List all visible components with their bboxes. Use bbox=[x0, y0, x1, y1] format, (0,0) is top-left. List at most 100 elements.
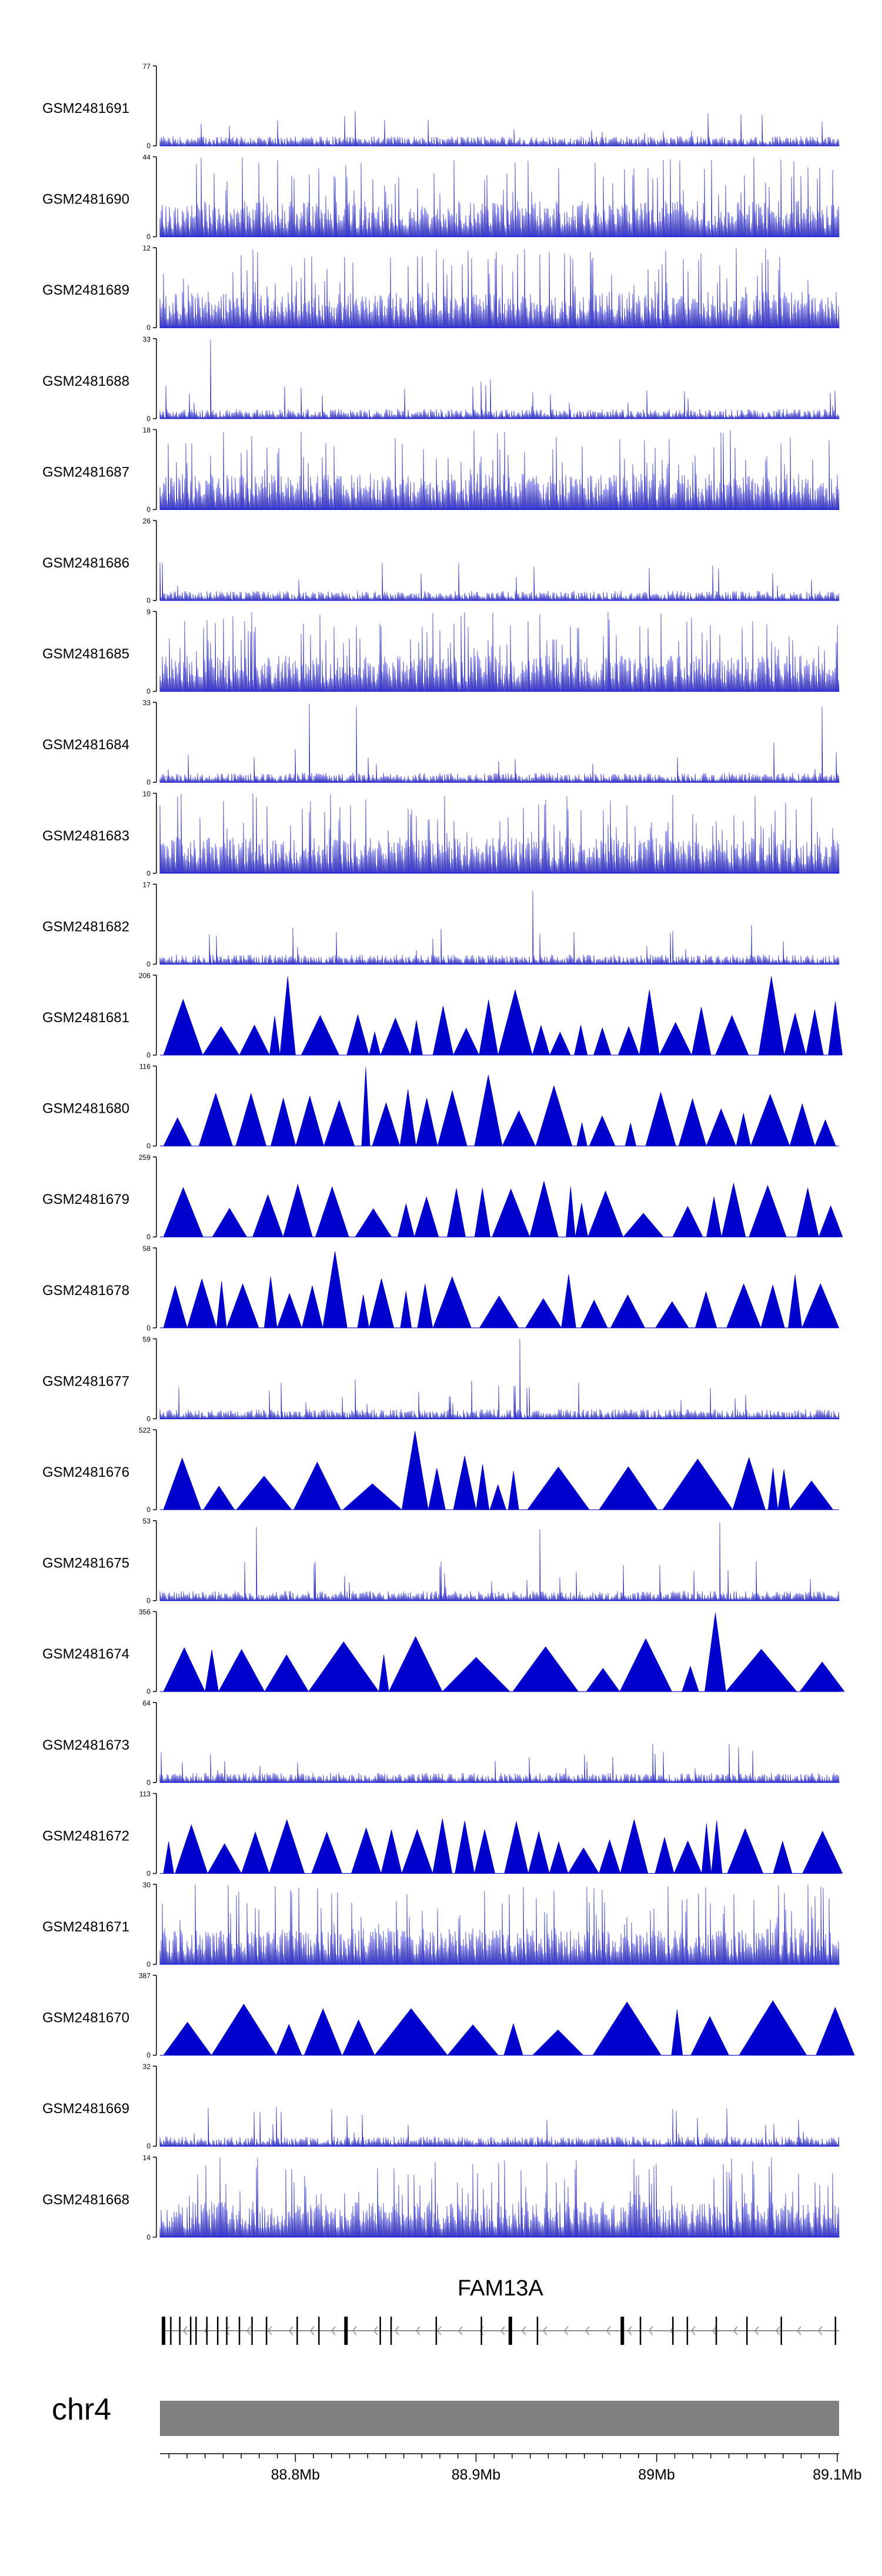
track-GSM2481669: GSM2481669 32 0 bbox=[42, 2063, 840, 2150]
exon bbox=[195, 2317, 197, 2345]
strand-arrow bbox=[543, 2326, 547, 2335]
exon bbox=[238, 2317, 240, 2345]
exon bbox=[435, 2317, 437, 2345]
gene-name-label: FAM13A bbox=[457, 2276, 543, 2301]
y-max-label: 113 bbox=[139, 1790, 151, 1798]
y-max-label: 14 bbox=[143, 2154, 151, 2162]
signal-area bbox=[160, 1818, 843, 1874]
track-GSM2481682: GSM2481682 17 0 bbox=[42, 880, 840, 968]
signal-area bbox=[159, 2107, 840, 2147]
track-label: GSM2481677 bbox=[42, 1373, 129, 1389]
exon bbox=[672, 2317, 674, 2345]
strand-arrow bbox=[691, 2326, 696, 2335]
track-label: GSM2481685 bbox=[42, 646, 129, 662]
y-max-label: 18 bbox=[143, 426, 151, 434]
strand-arrow bbox=[797, 2326, 801, 2335]
signal-area bbox=[159, 562, 840, 601]
strand-arrow bbox=[310, 2326, 315, 2335]
track-label: GSM2481673 bbox=[42, 1737, 129, 1753]
exon bbox=[390, 2317, 392, 2345]
x-tick-label: 88.9Mb bbox=[452, 2467, 500, 2483]
track-label: GSM2481674 bbox=[42, 1646, 129, 1662]
y-min-label: 0 bbox=[146, 869, 151, 877]
y-min-label: 0 bbox=[146, 1414, 151, 1423]
exon bbox=[834, 2317, 837, 2345]
y-max-label: 44 bbox=[143, 154, 151, 162]
strand-arrow bbox=[416, 2326, 420, 2335]
track-label: GSM2481668 bbox=[42, 2192, 129, 2208]
y-max-label: 522 bbox=[139, 1426, 151, 1434]
exon bbox=[379, 2317, 381, 2345]
exon bbox=[296, 2317, 298, 2345]
track-label: GSM2481687 bbox=[42, 464, 129, 480]
signal-area bbox=[160, 1251, 839, 1329]
y-max-label: 53 bbox=[143, 1517, 151, 1526]
track-GSM2481686: GSM2481686 26 0 bbox=[42, 517, 840, 605]
track-GSM2481671: GSM2481671 30 0 bbox=[42, 1881, 840, 1968]
x-tick-label: 89.1Mb bbox=[813, 2467, 861, 2483]
strand-arrow bbox=[289, 2326, 293, 2335]
track-GSM2481685: GSM2481685 9 0 bbox=[42, 608, 840, 696]
track-label: GSM2481689 bbox=[42, 282, 129, 298]
y-max-label: 30 bbox=[143, 1881, 151, 1889]
signal-tracks: GSM2481691770GSM2481690440GSM2481689120G… bbox=[42, 62, 855, 2241]
y-min-label: 0 bbox=[146, 2051, 151, 2060]
y-min-label: 0 bbox=[146, 142, 151, 150]
exon bbox=[179, 2317, 181, 2345]
y-max-label: 356 bbox=[139, 1608, 151, 1616]
track-label: GSM2481682 bbox=[42, 919, 129, 935]
strand-arrow bbox=[500, 2326, 505, 2335]
signal-area bbox=[159, 111, 840, 146]
track-label: GSM2481691 bbox=[42, 101, 129, 116]
track-label: GSM2481670 bbox=[42, 2010, 129, 2026]
exon bbox=[190, 2317, 192, 2345]
y-min-label: 0 bbox=[146, 233, 151, 241]
y-min-label: 0 bbox=[146, 596, 151, 605]
exon bbox=[536, 2317, 539, 2345]
strand-arrow bbox=[183, 2326, 188, 2335]
strand-arrow bbox=[246, 2326, 251, 2335]
track-GSM2481684: GSM2481684 33 0 bbox=[42, 699, 840, 786]
signal-area bbox=[159, 339, 840, 419]
y-min-label: 0 bbox=[146, 1687, 151, 1696]
exon bbox=[217, 2317, 219, 2345]
exon bbox=[746, 2317, 748, 2345]
strand-arrow bbox=[522, 2326, 526, 2335]
track-GSM2481687: GSM2481687 18 0 bbox=[42, 426, 840, 513]
exon bbox=[162, 2317, 166, 2345]
exon bbox=[344, 2317, 348, 2345]
y-min-label: 0 bbox=[146, 1506, 151, 1514]
y-min-label: 0 bbox=[146, 1869, 151, 1877]
strand-arrow bbox=[373, 2326, 378, 2335]
exon bbox=[715, 2317, 717, 2345]
exon bbox=[639, 2317, 642, 2345]
strand-arrow bbox=[585, 2326, 590, 2335]
signal-area bbox=[159, 703, 840, 783]
signal-area bbox=[159, 1522, 840, 1601]
strand-arrow bbox=[458, 2326, 463, 2335]
exon bbox=[170, 2317, 172, 2345]
gene-model bbox=[162, 2317, 839, 2345]
y-min-label: 0 bbox=[146, 2142, 151, 2150]
strand-arrow bbox=[818, 2326, 823, 2335]
exon bbox=[780, 2317, 782, 2345]
y-min-label: 0 bbox=[146, 1233, 151, 1241]
signal-area bbox=[159, 430, 840, 510]
signal-area bbox=[160, 1181, 843, 1238]
strand-arrow bbox=[712, 2326, 717, 2335]
track-label: GSM2481680 bbox=[42, 1101, 129, 1117]
track-GSM2481668: GSM2481668 14 0 bbox=[42, 2154, 840, 2241]
y-max-label: 59 bbox=[143, 1335, 151, 1343]
strand-arrow bbox=[395, 2326, 399, 2335]
strand-arrow bbox=[268, 2326, 272, 2335]
y-min-label: 0 bbox=[146, 1142, 151, 1150]
signal-area bbox=[159, 1884, 840, 1965]
exon bbox=[251, 2317, 253, 2345]
exon bbox=[620, 2317, 624, 2345]
gene-track: FAM13A bbox=[162, 2276, 839, 2345]
y-min-label: 0 bbox=[146, 2233, 151, 2241]
strand-arrow bbox=[776, 2326, 780, 2335]
track-GSM2481674: GSM2481674 356 0 bbox=[42, 1608, 845, 1696]
chromosome-bar bbox=[160, 2401, 839, 2436]
